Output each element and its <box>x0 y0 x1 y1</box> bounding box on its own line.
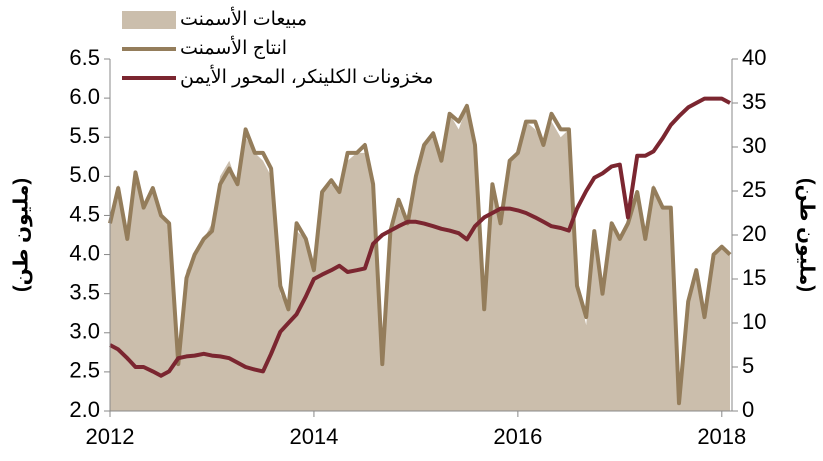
y2-tick-label: 10 <box>742 309 766 334</box>
y2-tick-label: 25 <box>742 177 766 202</box>
legend-swatch <box>122 11 176 29</box>
y-tick-label: 3.0 <box>69 319 100 344</box>
y-tick-label: 5.0 <box>69 162 100 187</box>
y2-tick-label: 30 <box>742 133 766 158</box>
y-tick-label: 6.5 <box>69 45 100 70</box>
y-tick-label: 2.5 <box>69 358 100 383</box>
y-tick-label: 6.0 <box>69 84 100 109</box>
y-tick-label: 4.5 <box>69 201 100 226</box>
y2-tick-label: 15 <box>742 265 766 290</box>
x-tick-label: 2018 <box>697 424 746 449</box>
legend-label: مخزونات الكلينكر، المحور الأيمن <box>180 65 434 88</box>
y-tick-label: 2.0 <box>69 397 100 422</box>
y2-tick-label: 20 <box>742 221 766 246</box>
y2-tick-label: 35 <box>742 89 766 114</box>
line <box>108 103 732 406</box>
y-tick-label: 3.5 <box>69 279 100 304</box>
area <box>110 105 730 412</box>
y-axis-label: (مليون طن) <box>10 178 32 292</box>
legend-label: انتاج الأسمنت <box>180 36 287 59</box>
legend-label: مبيعات الأسمنت <box>180 7 307 30</box>
y2-tick-label: 40 <box>742 45 766 70</box>
x-tick-label: 2014 <box>289 424 338 449</box>
line <box>109 96 731 378</box>
x-tick-label: 2016 <box>493 424 542 449</box>
y2-tick-label: 5 <box>742 353 754 378</box>
y-tick-label: 5.5 <box>69 123 100 148</box>
y2-tick-label: 0 <box>742 397 754 422</box>
y-tick-label: 4.0 <box>69 240 100 265</box>
x-tick-label: 2012 <box>86 424 135 449</box>
y2-axis-label: (مليون طن) <box>796 178 818 292</box>
